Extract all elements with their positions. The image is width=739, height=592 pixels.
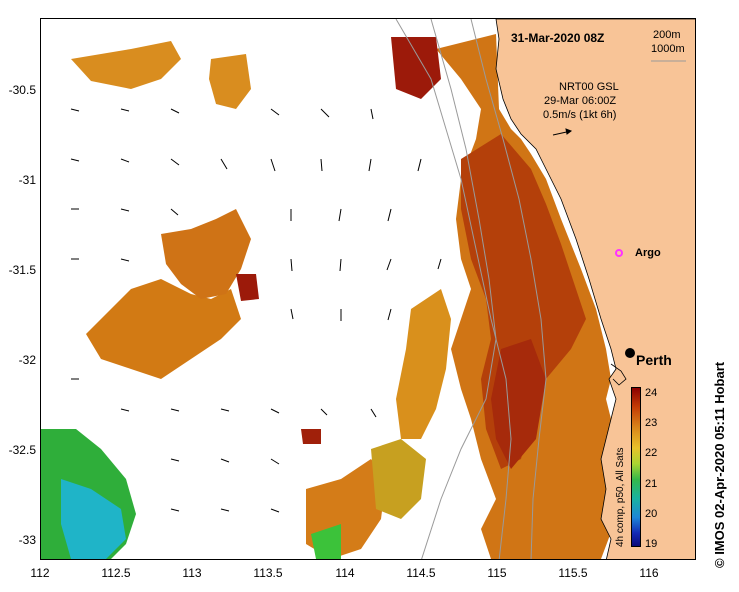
sst-patch-hot-small xyxy=(236,274,259,301)
sst-patch-southwest-cool xyxy=(61,479,126,559)
colorbar-tick-22: 22 xyxy=(645,447,658,459)
sst-patch-west2 xyxy=(161,209,251,299)
sst-map xyxy=(41,19,695,559)
sst-coastal-mid xyxy=(396,289,451,439)
y-tick-31-5: -31.5 xyxy=(8,263,36,277)
y-tick-31: -31 xyxy=(18,173,36,187)
x-tick-114-5: 114.5 xyxy=(406,566,436,580)
colorbar-label: 4h comp, p50, All Sats xyxy=(615,447,626,547)
depth-label-1000m: 1000m xyxy=(651,43,685,55)
sst-colorbar xyxy=(631,387,641,547)
y-tick-32-5: -32.5 xyxy=(8,443,36,457)
bathymetry-contours xyxy=(395,19,547,559)
x-tick-112: 112 xyxy=(30,566,50,580)
current-info-line1: NRT00 GSL xyxy=(559,81,619,93)
sst-patch-south-green xyxy=(311,524,341,559)
x-tick-113-5: 113.5 xyxy=(253,566,283,580)
colorbar-tick-23: 23 xyxy=(645,417,658,429)
depth-label-200m: 200m xyxy=(653,29,681,41)
land-mass xyxy=(495,19,695,559)
y-tick-32: -32 xyxy=(18,353,36,367)
sst-coastal-hot xyxy=(391,37,441,99)
x-tick-116: 116 xyxy=(639,566,659,580)
colorbar-tick-21: 21 xyxy=(645,478,658,490)
x-tick-114: 114 xyxy=(335,566,355,580)
colorbar-tick-24: 24 xyxy=(645,387,658,399)
current-info-line2: 29-Mar 06:00Z xyxy=(544,95,617,107)
sst-coastal-hot3 xyxy=(491,339,546,469)
colorbar-tick-20: 20 xyxy=(645,508,658,520)
sst-patch-north2 xyxy=(209,54,251,109)
map-panel: 31-Mar-2020 08Z 200m 1000m NRT00 GSL 29-… xyxy=(40,18,696,560)
x-tick-115: 115 xyxy=(487,566,507,580)
sst-patch-south-hot xyxy=(301,429,321,444)
y-tick-30-5: -30.5 xyxy=(8,83,36,97)
colorbar-tick-19: 19 xyxy=(645,538,658,550)
argo-float-icon xyxy=(615,249,623,257)
sst-patches xyxy=(41,41,386,559)
sst-coastal-hot2 xyxy=(461,134,586,469)
contour-200m xyxy=(395,19,512,559)
current-info-line3: 0.5m/s (1kt 6h) xyxy=(543,109,617,121)
x-tick-112-5: 112.5 xyxy=(101,566,131,580)
contour-1000m xyxy=(421,19,497,559)
x-tick-115-5: 115.5 xyxy=(558,566,588,580)
contour-shelf xyxy=(470,19,547,559)
perth-coast-detail xyxy=(610,363,627,386)
sst-coastal-band xyxy=(371,34,616,559)
perth-location-icon xyxy=(625,348,635,358)
x-tick-113: 113 xyxy=(182,566,202,580)
sst-patch-north xyxy=(71,41,181,89)
current-vectors xyxy=(70,108,442,513)
sst-patch-west xyxy=(86,279,241,379)
y-tick-33: -33 xyxy=(18,533,36,547)
credit-text: © IMOS 02-Apr-2020 05:11 Hobart xyxy=(712,361,727,568)
current-scale-arrow xyxy=(552,128,573,136)
sst-coastal-green xyxy=(371,439,426,519)
argo-label: Argo xyxy=(635,247,661,259)
perth-label: Perth xyxy=(636,352,672,368)
map-title: 31-Mar-2020 08Z xyxy=(511,31,605,45)
